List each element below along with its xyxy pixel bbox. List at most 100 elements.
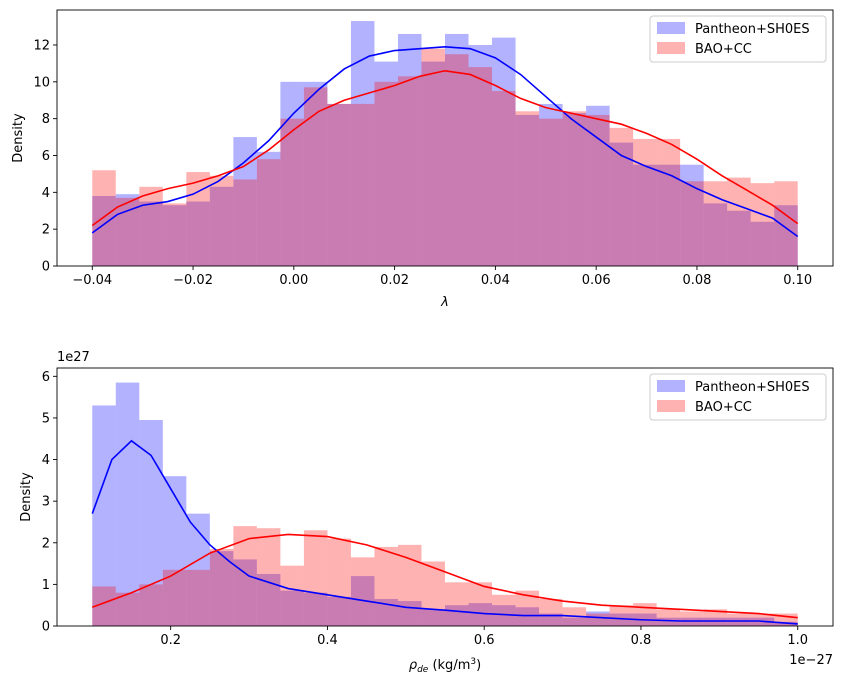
hist-bar bbox=[233, 526, 257, 626]
histogram-2 bbox=[92, 48, 798, 267]
hist-bar bbox=[139, 420, 163, 626]
hist-bar bbox=[703, 617, 728, 626]
hist-bar bbox=[539, 118, 563, 267]
hist-bar bbox=[515, 111, 540, 266]
x-tick-label: 0.00 bbox=[279, 273, 308, 288]
y-axis-label: Density bbox=[11, 113, 26, 163]
y-tick-label: 10 bbox=[33, 75, 50, 90]
hist-bar bbox=[703, 181, 728, 266]
hist-bar bbox=[633, 164, 657, 266]
hist-bar bbox=[562, 113, 587, 266]
x-tick-label: 1.0 bbox=[787, 633, 808, 648]
kde-line-1 bbox=[91, 46, 799, 238]
hist-bar bbox=[445, 582, 469, 626]
legend-swatch bbox=[657, 22, 685, 34]
hist-bar bbox=[186, 513, 210, 626]
x-tick-label: 0.6 bbox=[474, 633, 495, 648]
y-tick-label: 0 bbox=[42, 260, 50, 275]
y-tick-label: 6 bbox=[42, 149, 50, 164]
hist-bar bbox=[397, 76, 422, 266]
hist-bar bbox=[421, 609, 445, 626]
x-tick-label: 0.10 bbox=[783, 273, 812, 288]
hist-bar bbox=[233, 179, 257, 266]
y-tick-label: 1 bbox=[42, 578, 50, 593]
hist-bar bbox=[656, 617, 681, 626]
hist-bar bbox=[115, 382, 140, 626]
hist-bar bbox=[350, 557, 375, 626]
hist-bar bbox=[680, 181, 704, 266]
legend: Pantheon+SH0ES BAO+CC bbox=[649, 373, 827, 421]
hist-bar bbox=[492, 594, 516, 626]
hist-bar bbox=[350, 21, 375, 267]
y-tick-label: 4 bbox=[42, 186, 50, 201]
x-axis-label-sup: 3 bbox=[470, 657, 476, 667]
x-tick-label: 0.4 bbox=[317, 633, 338, 648]
hist-bar bbox=[209, 175, 234, 266]
hist-bar bbox=[750, 613, 775, 626]
hist-bar bbox=[280, 81, 304, 267]
hist-bar bbox=[586, 613, 610, 626]
x-tick-label: 0.06 bbox=[582, 273, 611, 288]
x-axis-label-rho: ρ bbox=[409, 658, 418, 673]
legend-label: Pantheon+SH0ES bbox=[695, 380, 810, 395]
hist-bar bbox=[162, 476, 187, 626]
x-axis-label: ρde (kg/m3) bbox=[409, 657, 481, 675]
hist-bar bbox=[256, 573, 281, 626]
hist-bar bbox=[92, 170, 116, 266]
hist-bar bbox=[421, 61, 445, 266]
legend: Pantheon+SH0ES BAO+CC bbox=[649, 15, 827, 63]
hist-bar bbox=[586, 114, 610, 266]
x-tick-label: 0.04 bbox=[481, 273, 510, 288]
hist-bar bbox=[515, 590, 540, 626]
x-tick-label: −0.02 bbox=[173, 273, 213, 288]
histogram-1 bbox=[92, 21, 798, 267]
y-tick-label: 8 bbox=[42, 112, 50, 127]
hist-bar bbox=[162, 569, 187, 626]
hist-bar bbox=[562, 111, 587, 266]
hist-bar bbox=[303, 592, 328, 626]
hist-bar bbox=[327, 103, 351, 266]
hist-bar bbox=[609, 613, 634, 626]
hist-bar bbox=[492, 37, 516, 266]
legend-label: BAO+CC bbox=[695, 400, 752, 415]
hist-bar bbox=[656, 164, 681, 266]
legend-swatch bbox=[657, 380, 685, 392]
x-axis-label-close: ) bbox=[476, 658, 481, 673]
hist-bar bbox=[256, 159, 281, 266]
hist-bar bbox=[515, 114, 540, 266]
hist-bar bbox=[703, 609, 728, 626]
x-tick-label: 0.2 bbox=[160, 633, 181, 648]
hist-bar bbox=[727, 613, 751, 626]
hist-bar bbox=[233, 137, 257, 266]
hist-bar bbox=[397, 33, 422, 267]
hist-bar bbox=[774, 621, 798, 626]
axes-frame bbox=[56, 367, 834, 627]
hist-bar bbox=[92, 405, 116, 626]
hist-bar bbox=[374, 61, 398, 266]
hist-bar bbox=[492, 91, 516, 266]
chart-panel-1: −0.04 −0.02 0.00 0.02 0.04 0.06 0.08 0.10 0 2 4 6 8 1… bbox=[11, 9, 834, 310]
hist-bar bbox=[209, 551, 234, 626]
hist-bar bbox=[374, 546, 398, 626]
hist-bar bbox=[750, 183, 775, 266]
legend-box bbox=[649, 15, 827, 63]
y-tick-label: 12 bbox=[33, 38, 50, 53]
hist-bar bbox=[303, 530, 328, 626]
hist-bar bbox=[609, 142, 634, 266]
y-tick-label: 3 bbox=[42, 495, 50, 510]
y-tick-label: 5 bbox=[42, 411, 50, 426]
hist-bar bbox=[562, 617, 587, 626]
hist-bar bbox=[445, 54, 469, 266]
hist-bar bbox=[515, 607, 540, 626]
hist-bar bbox=[468, 44, 493, 267]
hist-bar bbox=[280, 118, 304, 267]
hist-bar bbox=[680, 611, 704, 626]
hist-bar bbox=[680, 617, 704, 626]
y-axis-label: Density bbox=[19, 472, 34, 522]
hist-bar bbox=[327, 103, 351, 266]
hist-bar bbox=[92, 586, 116, 626]
hist-bar bbox=[539, 613, 563, 626]
hist-bar bbox=[256, 528, 281, 626]
